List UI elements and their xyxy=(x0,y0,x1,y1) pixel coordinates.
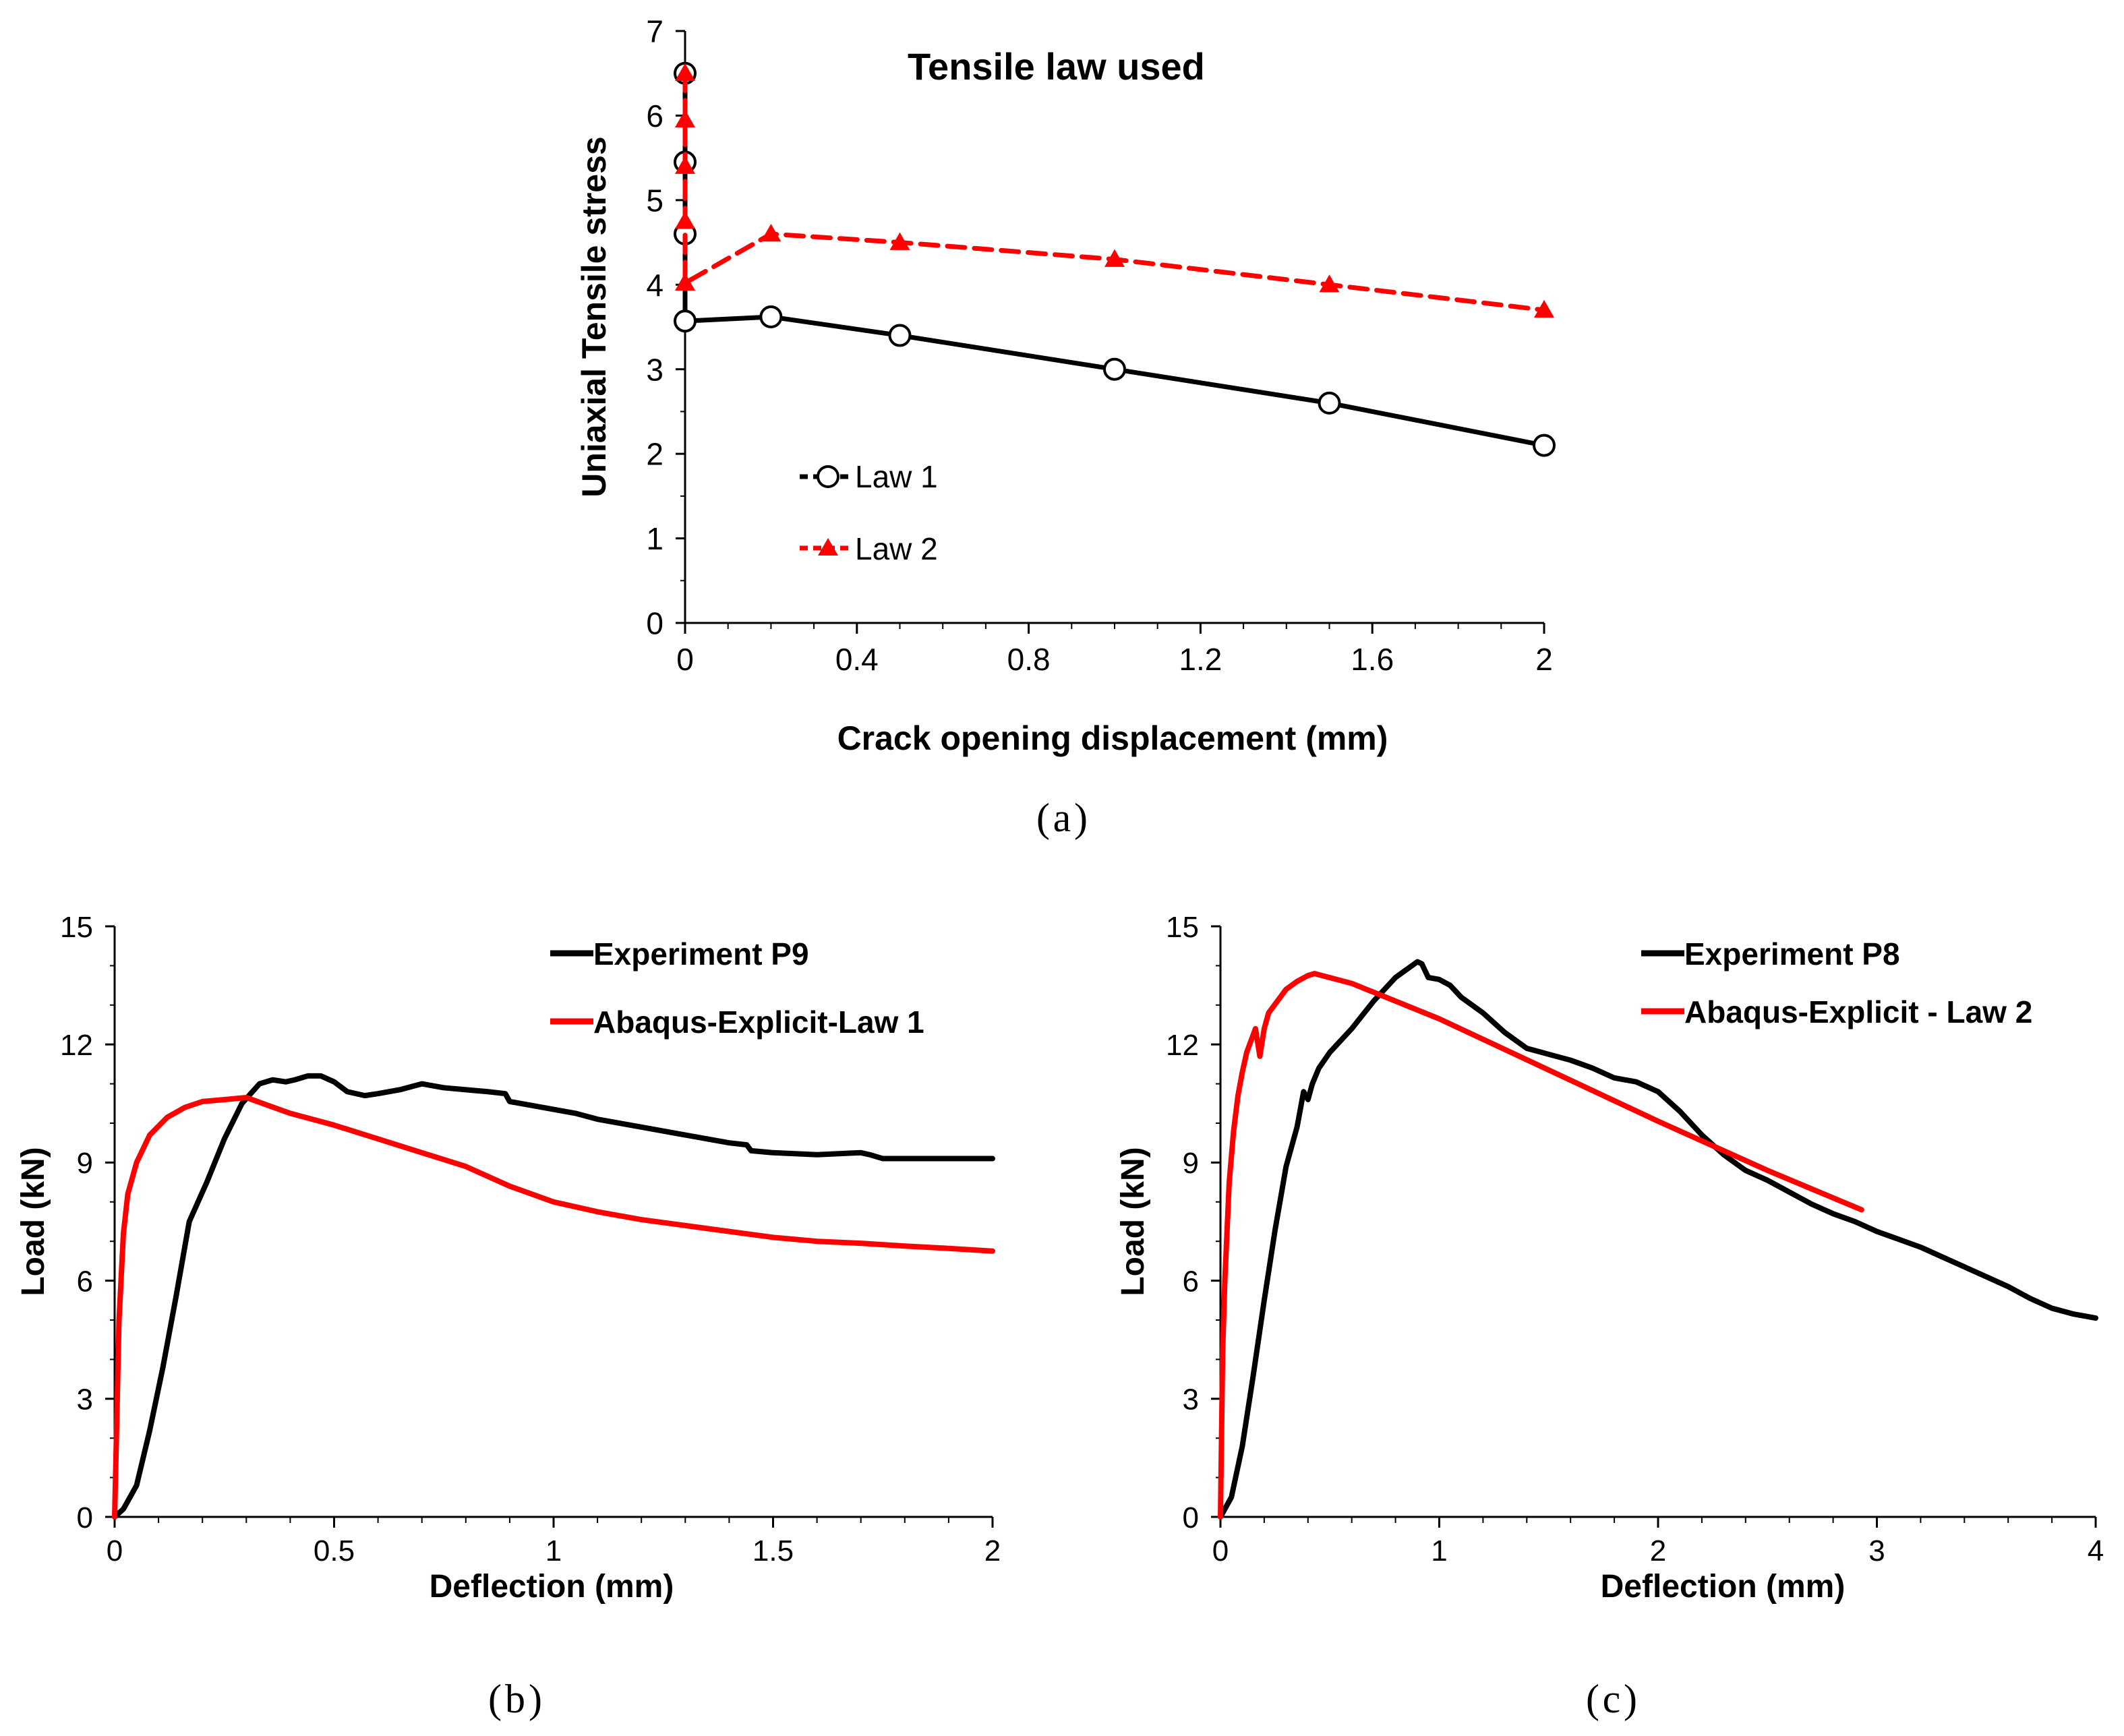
panel-a-legend: Law 1 Law 2 xyxy=(800,459,938,566)
x-tick-label: 3 xyxy=(1868,1534,1885,1567)
panel-a-x-axis-label: Crack opening displacement (mm) xyxy=(837,719,1388,757)
data-point xyxy=(759,305,783,328)
legend-experiment-p9-label: Experiment P9 xyxy=(593,936,809,971)
x-tick-label: 2 xyxy=(984,1534,1001,1567)
legend-experiment-p8-label: Experiment P8 xyxy=(1684,936,1900,971)
data-point xyxy=(761,224,781,242)
panel-a-plot-area: 0 1 2 3 4 5 6 7 0 0.4 0.8 1.2 1.6 2 xyxy=(646,14,1556,677)
legend-law-2-swatch xyxy=(800,538,851,556)
y-tick-label: 0 xyxy=(1183,1501,1199,1534)
legend-abaqus-law-1-label: Abaqus-Explicit-Law 1 xyxy=(593,1005,924,1040)
x-tick-label: 0 xyxy=(107,1534,123,1567)
y-tick-label: 12 xyxy=(1166,1029,1199,1062)
y-tick-label: 6 xyxy=(77,1265,93,1298)
data-point xyxy=(1533,433,1556,457)
x-tick-label: 1 xyxy=(545,1534,562,1567)
x-tick-label: 1 xyxy=(1431,1534,1447,1567)
y-tick-label: 0 xyxy=(77,1501,93,1534)
panel-b-chart: 0 3 6 9 12 15 0 0.5 1 1.5 2 Deflection (mm) Load (… xyxy=(16,911,1001,1605)
x-tick-label: 1.6 xyxy=(1351,642,1394,677)
data-point xyxy=(1104,249,1125,267)
series-line-abaqus-explicit-law-2 xyxy=(1218,971,1864,1520)
data-point xyxy=(1534,299,1554,318)
svg-text:(: ( xyxy=(488,1677,502,1721)
panel-c-legend: Experiment P8 Abaqus-Explicit - Law 2 xyxy=(1641,936,2032,1029)
series-line-experiment-p9 xyxy=(112,1073,995,1520)
y-tick-label: 15 xyxy=(60,911,93,944)
svg-text:(: ( xyxy=(1586,1677,1599,1721)
x-tick-label: 1.2 xyxy=(1179,642,1222,677)
data-point xyxy=(1318,391,1341,415)
x-tick-label: 4 xyxy=(2088,1534,2104,1567)
x-tick-label: 0.5 xyxy=(314,1534,355,1567)
data-point xyxy=(674,309,697,333)
y-tick-label: 3 xyxy=(77,1383,93,1416)
caption-b-label: b xyxy=(505,1677,525,1721)
y-tick-label: 12 xyxy=(60,1029,93,1062)
x-tick-label: 0 xyxy=(676,642,694,677)
data-point xyxy=(1103,357,1126,381)
panel-c-y-axis-label: Load (kN) xyxy=(1115,1147,1151,1296)
x-tick-label: 0.8 xyxy=(1007,642,1051,677)
svg-text:): ) xyxy=(529,1677,542,1721)
y-tick-label: 9 xyxy=(77,1147,93,1180)
legend-law-1-label: Law 1 xyxy=(855,459,938,494)
y-tick-label: 6 xyxy=(646,98,663,133)
legend-law-2-label: Law 2 xyxy=(855,531,938,566)
x-tick-label: 2 xyxy=(1650,1534,1666,1567)
data-point xyxy=(675,156,695,174)
panel-b-x-axis-label: Deflection (mm) xyxy=(430,1569,674,1605)
y-tick-label: 2 xyxy=(646,437,663,472)
x-tick-label: 2 xyxy=(1535,642,1553,677)
data-point xyxy=(675,109,695,127)
x-tick-label: 1.5 xyxy=(753,1534,794,1567)
legend-law-1-marker xyxy=(817,465,839,488)
legend-abaqus-law-2-label: Abaqus-Explicit - Law 2 xyxy=(1684,994,2032,1029)
data-point xyxy=(675,272,695,291)
svg-text:): ) xyxy=(1074,796,1088,840)
data-point xyxy=(888,324,912,347)
y-tick-label: 5 xyxy=(646,183,663,218)
x-tick-label: 0 xyxy=(1212,1534,1229,1567)
y-tick-label: 7 xyxy=(646,14,663,49)
y-tick-label: 4 xyxy=(646,268,663,303)
panel-b-y-axis-label: Load (kN) xyxy=(16,1147,51,1296)
data-point xyxy=(889,232,910,250)
y-tick-label: 9 xyxy=(1183,1147,1199,1180)
legend-law-2-marker xyxy=(818,538,838,556)
panel-b-plot-area: 0 3 6 9 12 15 0 0.5 1 1.5 2 xyxy=(60,911,1001,1567)
caption-a-label: a xyxy=(1053,796,1071,840)
caption-a: ( a ) xyxy=(1036,796,1088,840)
panel-c-x-axis-label: Deflection (mm) xyxy=(1601,1569,1846,1605)
legend-law-1-swatch xyxy=(800,465,851,488)
svg-text:(: ( xyxy=(1036,796,1050,840)
panel-a-title: Tensile law used xyxy=(908,45,1205,88)
caption-c-label: c xyxy=(1603,1677,1621,1721)
series-line-law-2 xyxy=(682,71,1547,313)
y-tick-label: 0 xyxy=(646,606,663,641)
caption-c: ( c ) xyxy=(1586,1677,1637,1721)
caption-b: ( b ) xyxy=(488,1677,542,1721)
y-tick-label: 1 xyxy=(646,521,663,556)
panel-a-y-axis-label: Uniaxial Tensile stress xyxy=(575,136,613,497)
y-tick-label: 3 xyxy=(646,352,663,387)
series-line-experiment-p8 xyxy=(1218,959,2098,1520)
panel-b-legend: Experiment P9 Abaqus-Explicit-Law 1 xyxy=(550,936,924,1040)
data-point xyxy=(675,211,695,229)
data-point xyxy=(675,63,695,81)
svg-text:): ) xyxy=(1624,1677,1637,1721)
data-point xyxy=(1319,274,1340,293)
x-tick-label: 0.4 xyxy=(835,642,879,677)
y-tick-label: 6 xyxy=(1183,1265,1199,1298)
y-tick-label: 15 xyxy=(1166,911,1199,944)
y-tick-label: 3 xyxy=(1183,1383,1199,1416)
series-line-abaqus-explicit-law-1 xyxy=(112,1095,995,1520)
